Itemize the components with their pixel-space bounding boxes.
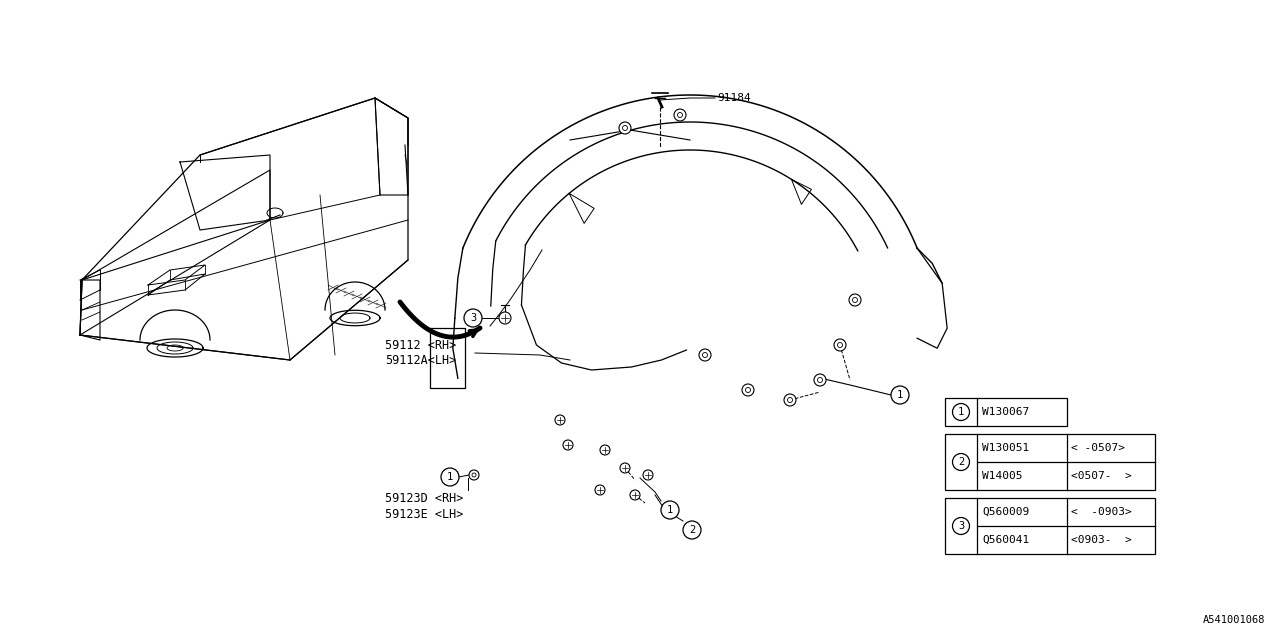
Text: 3: 3 [470, 313, 476, 323]
Text: 2: 2 [957, 457, 964, 467]
Circle shape [630, 490, 640, 500]
Circle shape [465, 309, 483, 327]
Circle shape [660, 501, 678, 519]
Text: 2: 2 [689, 525, 695, 535]
Text: 1: 1 [667, 505, 673, 515]
Text: W130067: W130067 [982, 407, 1029, 417]
Text: 59112 <RH>: 59112 <RH> [385, 339, 456, 351]
Text: W130051: W130051 [982, 443, 1029, 453]
Circle shape [891, 386, 909, 404]
Text: Q560009: Q560009 [982, 507, 1029, 517]
Bar [945, 434, 1155, 490]
Text: W14005: W14005 [982, 471, 1023, 481]
Text: 3: 3 [957, 521, 964, 531]
Text: 91184: 91184 [717, 93, 751, 103]
Circle shape [600, 445, 611, 455]
Circle shape [742, 384, 754, 396]
Circle shape [675, 109, 686, 121]
Text: <  -0903>: < -0903> [1071, 507, 1132, 517]
Text: < -0507>: < -0507> [1071, 443, 1125, 453]
Circle shape [468, 470, 479, 480]
Bar [945, 498, 1155, 554]
Text: 59123D <RH>: 59123D <RH> [385, 492, 463, 504]
Circle shape [595, 485, 605, 495]
Circle shape [699, 349, 710, 361]
Circle shape [499, 312, 511, 324]
Circle shape [684, 521, 701, 539]
Circle shape [556, 415, 564, 425]
Circle shape [442, 468, 460, 486]
Text: 1: 1 [897, 390, 904, 400]
Text: 59123E <LH>: 59123E <LH> [385, 508, 463, 520]
Circle shape [643, 470, 653, 480]
Circle shape [814, 374, 826, 386]
Text: 1: 1 [447, 472, 453, 482]
Circle shape [952, 403, 969, 420]
Text: 1: 1 [957, 407, 964, 417]
Circle shape [835, 339, 846, 351]
Bar [945, 398, 1068, 426]
Text: 59112A<LH>: 59112A<LH> [385, 353, 456, 367]
Circle shape [563, 440, 573, 450]
Text: <0903-  >: <0903- > [1071, 535, 1132, 545]
Circle shape [620, 463, 630, 473]
Text: A541001068: A541001068 [1202, 615, 1265, 625]
Circle shape [849, 294, 861, 306]
Circle shape [952, 518, 969, 534]
Text: Q560041: Q560041 [982, 535, 1029, 545]
Circle shape [952, 454, 969, 470]
Text: <0507-  >: <0507- > [1071, 471, 1132, 481]
Circle shape [785, 394, 796, 406]
Circle shape [620, 122, 631, 134]
